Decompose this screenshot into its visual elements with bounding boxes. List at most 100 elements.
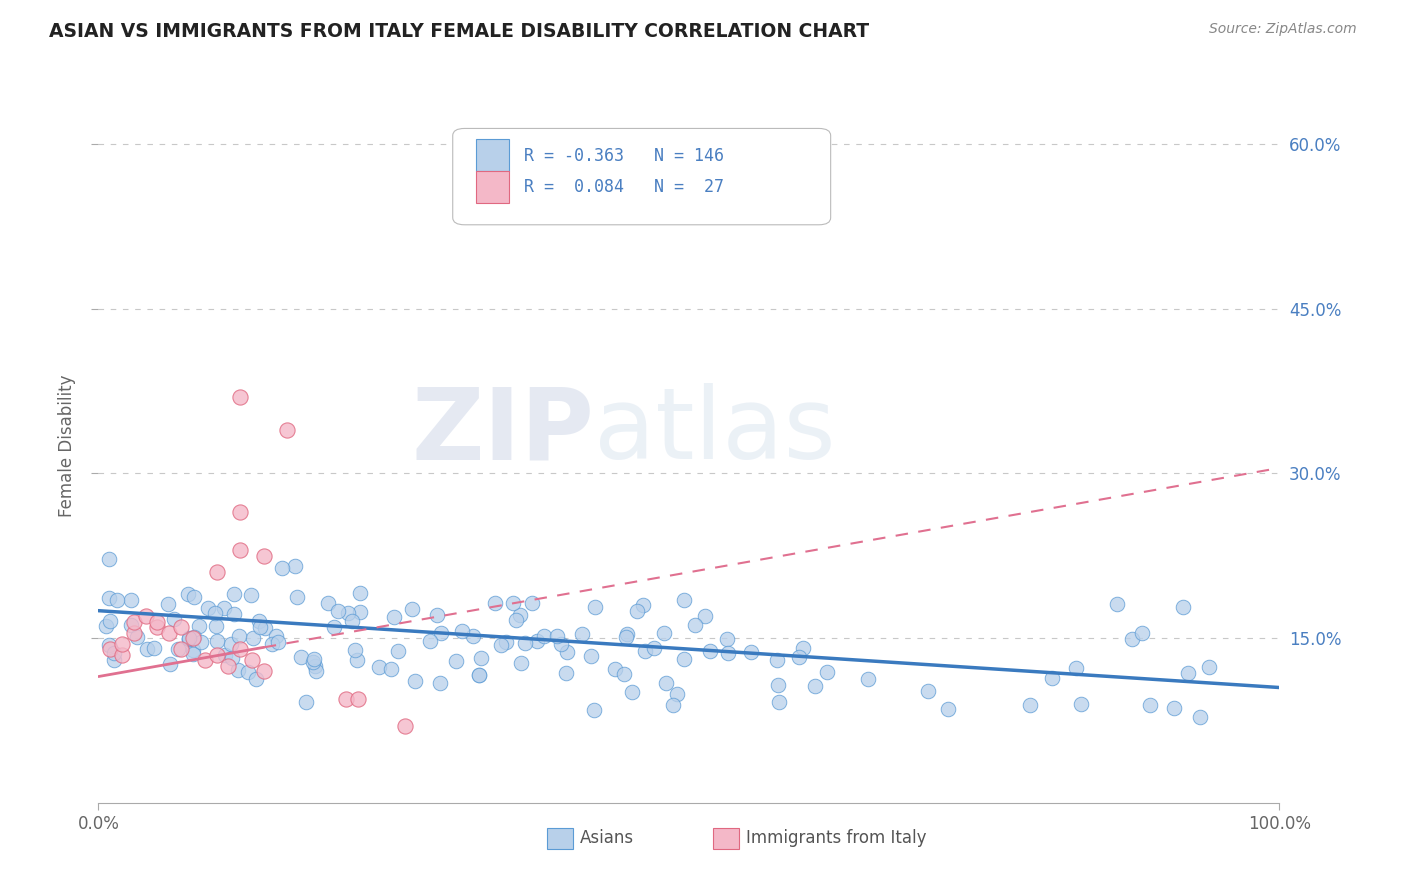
Point (285, 591, 308, 605)
Point (716, 632, 738, 646)
Point (631, 598, 654, 612)
Point (270, 561, 292, 575)
Point (633, 644, 655, 658)
Point (166, 642, 188, 657)
Point (583, 703, 606, 717)
Point (214, 600, 236, 615)
Point (533, 629, 555, 643)
Point (120, 593, 142, 607)
Point (267, 635, 290, 649)
Point (766, 678, 789, 692)
Point (136, 642, 159, 657)
Point (98, 552, 121, 566)
Point (103, 646, 125, 660)
Point (247, 614, 270, 628)
Point (344, 643, 367, 657)
Point (302, 652, 325, 666)
Point (240, 588, 263, 602)
Point (163, 612, 186, 626)
Point (662, 698, 685, 712)
Point (401, 602, 423, 616)
Point (181, 631, 204, 645)
Bar (713, 828, 738, 849)
Point (221, 650, 243, 665)
Point (219, 637, 242, 651)
Point (509, 607, 531, 622)
Point (643, 640, 665, 655)
Point (683, 618, 706, 632)
Point (156, 597, 179, 611)
Point (917, 684, 939, 698)
Text: ZIP: ZIP (412, 384, 595, 480)
Point (98, 614, 121, 628)
Point (238, 665, 260, 679)
Point (387, 643, 409, 657)
Point (740, 645, 762, 659)
Point (135, 609, 157, 624)
Point (302, 656, 325, 670)
Point (179, 632, 201, 646)
Point (444, 654, 467, 668)
Text: ASIAN VS IMMIGRANTS FROM ITALY FEMALE DISABILITY CORRELATION CHART: ASIAN VS IMMIGRANTS FROM ITALY FEMALE DI… (49, 22, 869, 41)
Point (183, 630, 205, 644)
Point (1040, 671, 1063, 685)
Point (1130, 626, 1153, 640)
Point (513, 636, 536, 650)
Point (276, 423, 298, 437)
Point (122, 615, 145, 629)
Point (240, 653, 263, 667)
Point (336, 607, 359, 621)
Point (626, 604, 648, 618)
Point (98, 638, 121, 652)
Point (382, 609, 405, 624)
Point (367, 660, 389, 674)
Point (1171, 599, 1194, 614)
Point (766, 653, 789, 667)
Point (673, 652, 696, 666)
Point (179, 632, 201, 647)
Point (253, 664, 276, 678)
Point (1139, 698, 1161, 712)
Point (254, 621, 277, 635)
Point (672, 592, 695, 607)
Point (328, 604, 350, 618)
FancyBboxPatch shape (453, 128, 831, 225)
Point (204, 606, 226, 620)
Point (284, 558, 307, 573)
Text: R =  0.084   N =  27: R = 0.084 N = 27 (523, 178, 724, 196)
Point (394, 719, 416, 733)
Point (194, 653, 217, 667)
Point (127, 630, 149, 644)
Point (571, 627, 593, 641)
Text: R = -0.363   N = 146: R = -0.363 N = 146 (523, 146, 724, 164)
Point (228, 629, 250, 643)
Point (190, 635, 212, 649)
Text: Source: ZipAtlas.com: Source: ZipAtlas.com (1209, 22, 1357, 37)
Point (787, 649, 810, 664)
Point (502, 596, 524, 610)
Point (470, 650, 492, 665)
Point (111, 648, 134, 662)
Point (1198, 660, 1220, 674)
Point (768, 695, 790, 709)
Point (322, 619, 344, 633)
Point (349, 586, 371, 600)
Point (526, 633, 548, 648)
Point (505, 613, 527, 627)
Point (340, 614, 363, 628)
Point (579, 649, 602, 664)
Point (157, 625, 180, 640)
Point (468, 668, 491, 682)
Point (264, 629, 287, 643)
Point (98, 591, 121, 605)
Point (936, 701, 959, 715)
Point (510, 656, 533, 670)
Point (583, 599, 606, 614)
Point (335, 691, 357, 706)
Point (245, 672, 267, 686)
Point (603, 663, 626, 677)
Point (197, 601, 219, 615)
Point (316, 596, 339, 610)
Point (484, 596, 506, 610)
Text: Asians: Asians (581, 830, 634, 847)
